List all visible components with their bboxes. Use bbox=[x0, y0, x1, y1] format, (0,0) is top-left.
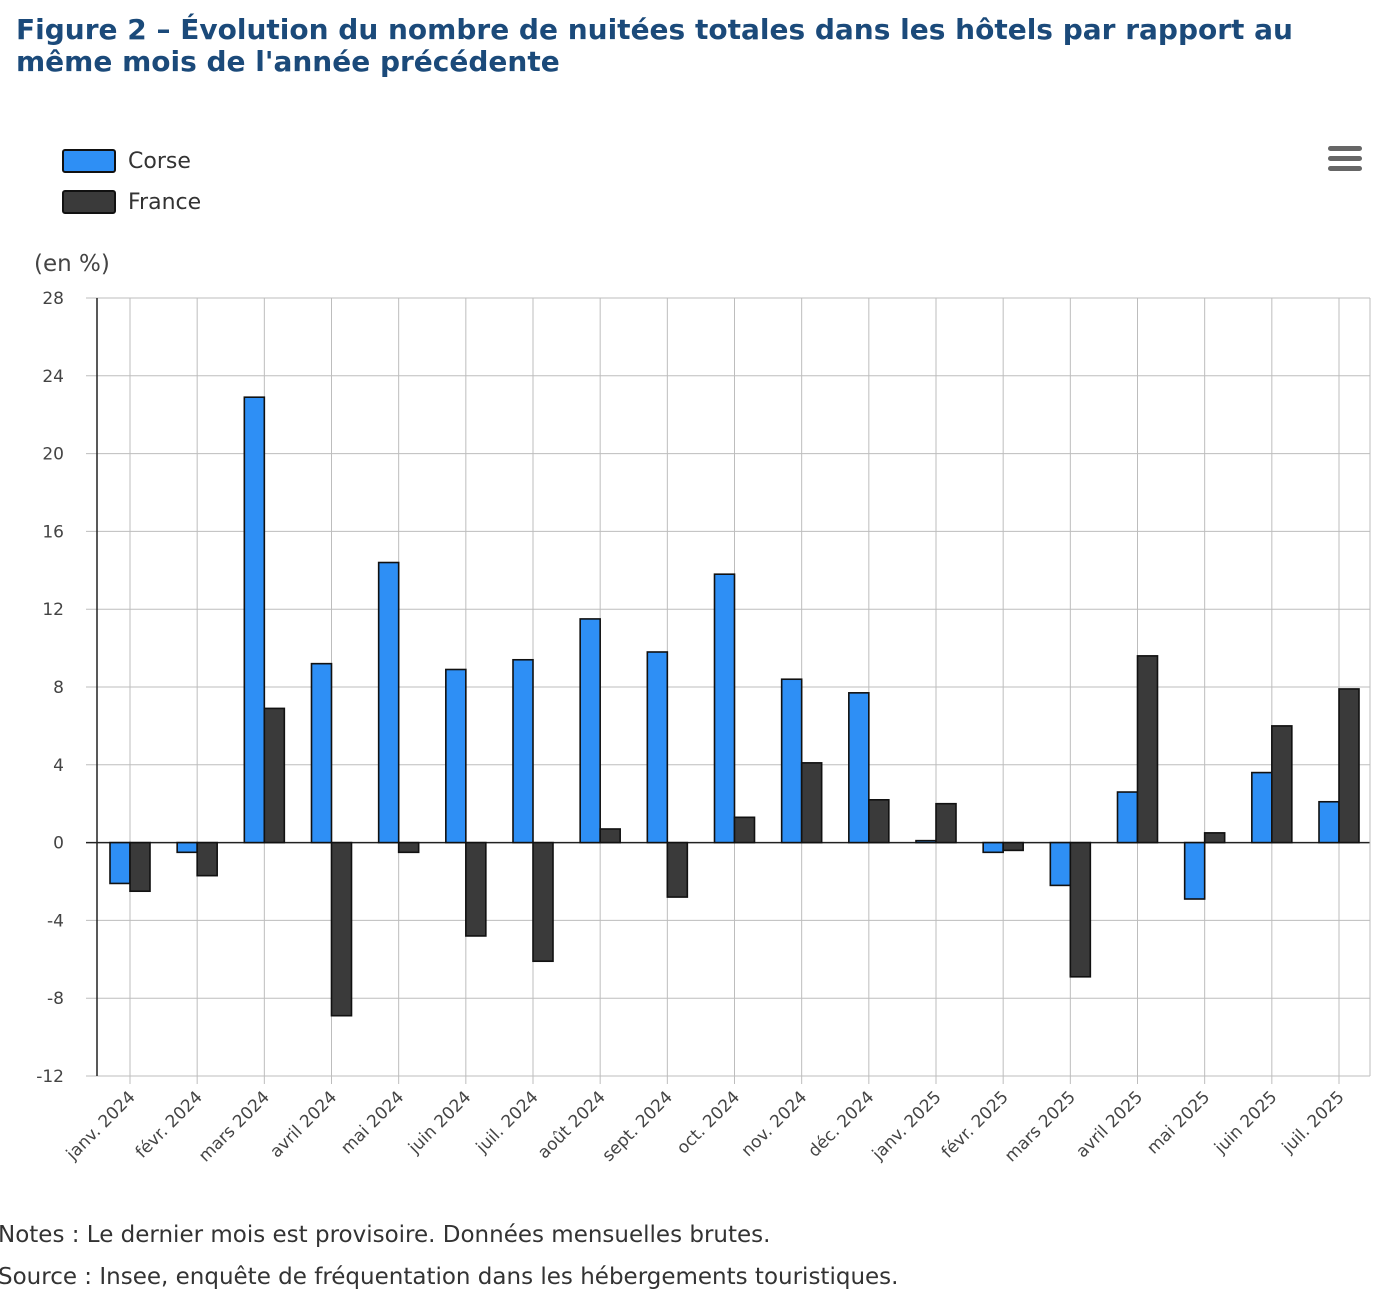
x-tick-label: janv. 2025 bbox=[868, 1087, 946, 1165]
bar-corse bbox=[512, 658, 534, 844]
bar-france bbox=[800, 762, 823, 844]
x-tick-label: avril 2024 bbox=[266, 1087, 341, 1162]
bar-corse bbox=[1116, 791, 1139, 844]
y-tick-label: 20 bbox=[42, 445, 64, 465]
x-tick-label: sept. 2024 bbox=[598, 1087, 676, 1165]
bar-corse bbox=[1183, 841, 1206, 900]
legend-label-corse: Corse bbox=[128, 148, 191, 174]
bar-france bbox=[263, 707, 286, 844]
bar-france bbox=[1271, 725, 1293, 844]
legend-item-france[interactable]: France bbox=[62, 187, 201, 217]
x-tick-label: juil. 2024 bbox=[472, 1087, 543, 1158]
bar-corse bbox=[579, 618, 601, 844]
y-axis-label: (en %) bbox=[34, 251, 110, 277]
bar-france bbox=[666, 841, 689, 898]
bar-france bbox=[1002, 841, 1024, 852]
bar-france bbox=[196, 841, 218, 877]
x-tick-label: nov. 2024 bbox=[738, 1087, 812, 1161]
bar-france bbox=[1203, 832, 1226, 844]
bar-corse bbox=[646, 651, 669, 844]
bar-corse bbox=[445, 668, 467, 844]
grid-lines bbox=[86, 297, 1371, 1084]
bar-corse bbox=[1318, 800, 1340, 844]
y-tick-label: 4 bbox=[53, 756, 64, 776]
x-tick-label: avril 2025 bbox=[1072, 1087, 1147, 1162]
y-tick-label: 0 bbox=[53, 834, 64, 854]
bar-france bbox=[1136, 655, 1159, 844]
legend-swatch-france bbox=[62, 190, 116, 214]
bar-corse bbox=[982, 841, 1004, 854]
bar-corse bbox=[1251, 771, 1273, 844]
y-tick-label: -8 bbox=[47, 989, 64, 1009]
bar-corse bbox=[310, 662, 333, 844]
bar-france bbox=[935, 802, 957, 844]
y-tick-label: 24 bbox=[42, 367, 64, 387]
bar-france bbox=[330, 841, 353, 1017]
x-tick-label: mars 2025 bbox=[1001, 1087, 1080, 1166]
x-tick-label: juin 2025 bbox=[1210, 1087, 1281, 1158]
bar-france bbox=[733, 816, 756, 844]
bars bbox=[109, 396, 1360, 1017]
x-tick-label: mars 2024 bbox=[195, 1087, 274, 1166]
bar-france bbox=[868, 799, 890, 844]
legend-swatch-corse bbox=[62, 149, 116, 173]
y-tick-label: 8 bbox=[53, 678, 64, 698]
x-tick-label: janv. 2024 bbox=[62, 1087, 140, 1165]
bar-france bbox=[532, 841, 554, 963]
chart-title: Figure 2 – Évolution du nombre de nuitée… bbox=[16, 13, 1293, 78]
x-tick-label: juin 2024 bbox=[404, 1087, 475, 1158]
bar-france bbox=[129, 841, 151, 893]
y-tick-labels: 28 24 20 16 12 8 4 0 -4 -8 -12 bbox=[36, 289, 64, 1087]
bar-corse bbox=[109, 841, 131, 885]
x-tick-label: oct. 2024 bbox=[673, 1087, 744, 1158]
notes-text: Notes : Le dernier mois est provisoire. … bbox=[0, 1222, 771, 1248]
bar-corse bbox=[1049, 841, 1072, 887]
bar-france bbox=[599, 828, 621, 844]
hamburger-menu-icon[interactable] bbox=[1326, 144, 1364, 176]
bar-corse bbox=[176, 841, 198, 854]
y-tick-label: -4 bbox=[47, 911, 64, 931]
y-tick-label: 28 bbox=[42, 289, 64, 309]
legend-label-france: France bbox=[128, 189, 202, 215]
bar-france bbox=[397, 841, 420, 854]
x-tick-label: mai 2025 bbox=[1143, 1087, 1214, 1158]
bar-france bbox=[1338, 688, 1360, 844]
bar-corse bbox=[848, 692, 870, 844]
bar-france bbox=[1069, 841, 1092, 978]
x-tick-label: mai 2024 bbox=[337, 1087, 408, 1158]
x-tick-label: déc. 2024 bbox=[804, 1087, 878, 1161]
bar-corse bbox=[713, 573, 736, 844]
y-tick-label: -12 bbox=[36, 1067, 64, 1087]
x-tick-label: juil. 2025 bbox=[1278, 1087, 1349, 1158]
bar-corse bbox=[780, 678, 803, 844]
source-text: Source : Insee, enquête de fréquentation… bbox=[0, 1264, 899, 1290]
y-tick-label: 12 bbox=[42, 600, 64, 620]
bar-chart: (en %) 28 24 20 16 12 8 4 0 -4 -8 -12 janv. 2024fé… bbox=[34, 251, 1371, 1166]
bar-corse bbox=[915, 839, 937, 844]
bar-france bbox=[465, 841, 487, 937]
bar-corse bbox=[377, 561, 400, 844]
legend-item-corse[interactable]: Corse bbox=[62, 146, 191, 176]
bar-corse bbox=[243, 396, 266, 844]
y-tick-label: 16 bbox=[42, 522, 64, 542]
